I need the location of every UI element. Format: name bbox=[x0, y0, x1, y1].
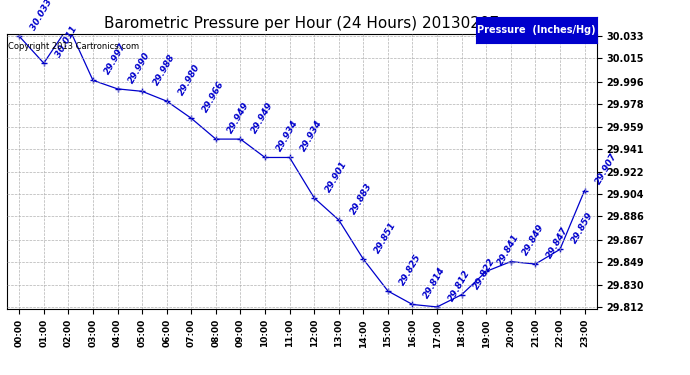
Text: 29.822: 29.822 bbox=[471, 256, 497, 291]
Text: 29.812: 29.812 bbox=[447, 268, 472, 303]
Text: 29.883: 29.883 bbox=[348, 181, 373, 216]
Text: 29.907: 29.907 bbox=[594, 152, 620, 186]
Text: 29.847: 29.847 bbox=[545, 225, 570, 260]
Text: 29.849: 29.849 bbox=[520, 223, 546, 257]
Text: 29.825: 29.825 bbox=[397, 252, 423, 287]
Text: 29.934: 29.934 bbox=[275, 119, 300, 153]
Text: 29.966: 29.966 bbox=[201, 80, 226, 114]
Text: 29.859: 29.859 bbox=[570, 211, 595, 245]
Text: 29.851: 29.851 bbox=[373, 220, 398, 255]
Text: 29.980: 29.980 bbox=[177, 63, 201, 97]
Text: 30.033: 30.033 bbox=[29, 0, 54, 32]
Text: 29.934: 29.934 bbox=[299, 119, 324, 153]
Text: 29.841: 29.841 bbox=[496, 233, 521, 267]
Text: 30.041: 30.041 bbox=[0, 374, 1, 375]
Text: 29.990: 29.990 bbox=[127, 50, 152, 85]
Text: 30.011: 30.011 bbox=[54, 24, 79, 59]
Text: 29.901: 29.901 bbox=[324, 159, 349, 194]
Text: Copyright 2013 Cartronics.com: Copyright 2013 Cartronics.com bbox=[8, 42, 139, 51]
Text: 29.949: 29.949 bbox=[250, 100, 275, 135]
Text: 29.814: 29.814 bbox=[422, 266, 447, 300]
Text: Pressure  (Inches/Hg): Pressure (Inches/Hg) bbox=[477, 25, 595, 35]
Text: 29.997: 29.997 bbox=[103, 42, 128, 76]
Title: Barometric Pressure per Hour (24 Hours) 20130207: Barometric Pressure per Hour (24 Hours) … bbox=[104, 16, 500, 31]
Text: 29.988: 29.988 bbox=[152, 53, 177, 87]
Text: 29.949: 29.949 bbox=[226, 100, 250, 135]
